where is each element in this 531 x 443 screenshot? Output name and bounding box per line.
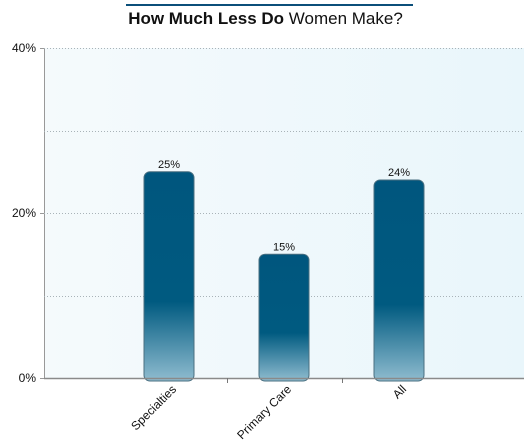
- chart-title-rest: Women Make?: [288, 9, 403, 28]
- chart-title: How Much Less Do Women Make?: [0, 9, 531, 29]
- x-category-label: Primary Care: [234, 382, 294, 442]
- y-tick-label: 0%: [19, 371, 37, 385]
- x-category-label: All: [390, 382, 409, 401]
- chart-title-bold: How Much Less Do: [128, 9, 285, 28]
- y-tick-label: 40%: [12, 41, 36, 55]
- title-rule: [126, 4, 413, 6]
- bar: [373, 179, 425, 382]
- bar-value-label: 24%: [388, 167, 410, 179]
- y-tick-label: 20%: [12, 206, 36, 220]
- x-category-label: Specialties: [128, 382, 179, 433]
- bar: [143, 171, 195, 382]
- bar: [258, 253, 310, 382]
- bar-value-label: 15%: [273, 241, 295, 253]
- bar-value-label: 25%: [158, 159, 180, 171]
